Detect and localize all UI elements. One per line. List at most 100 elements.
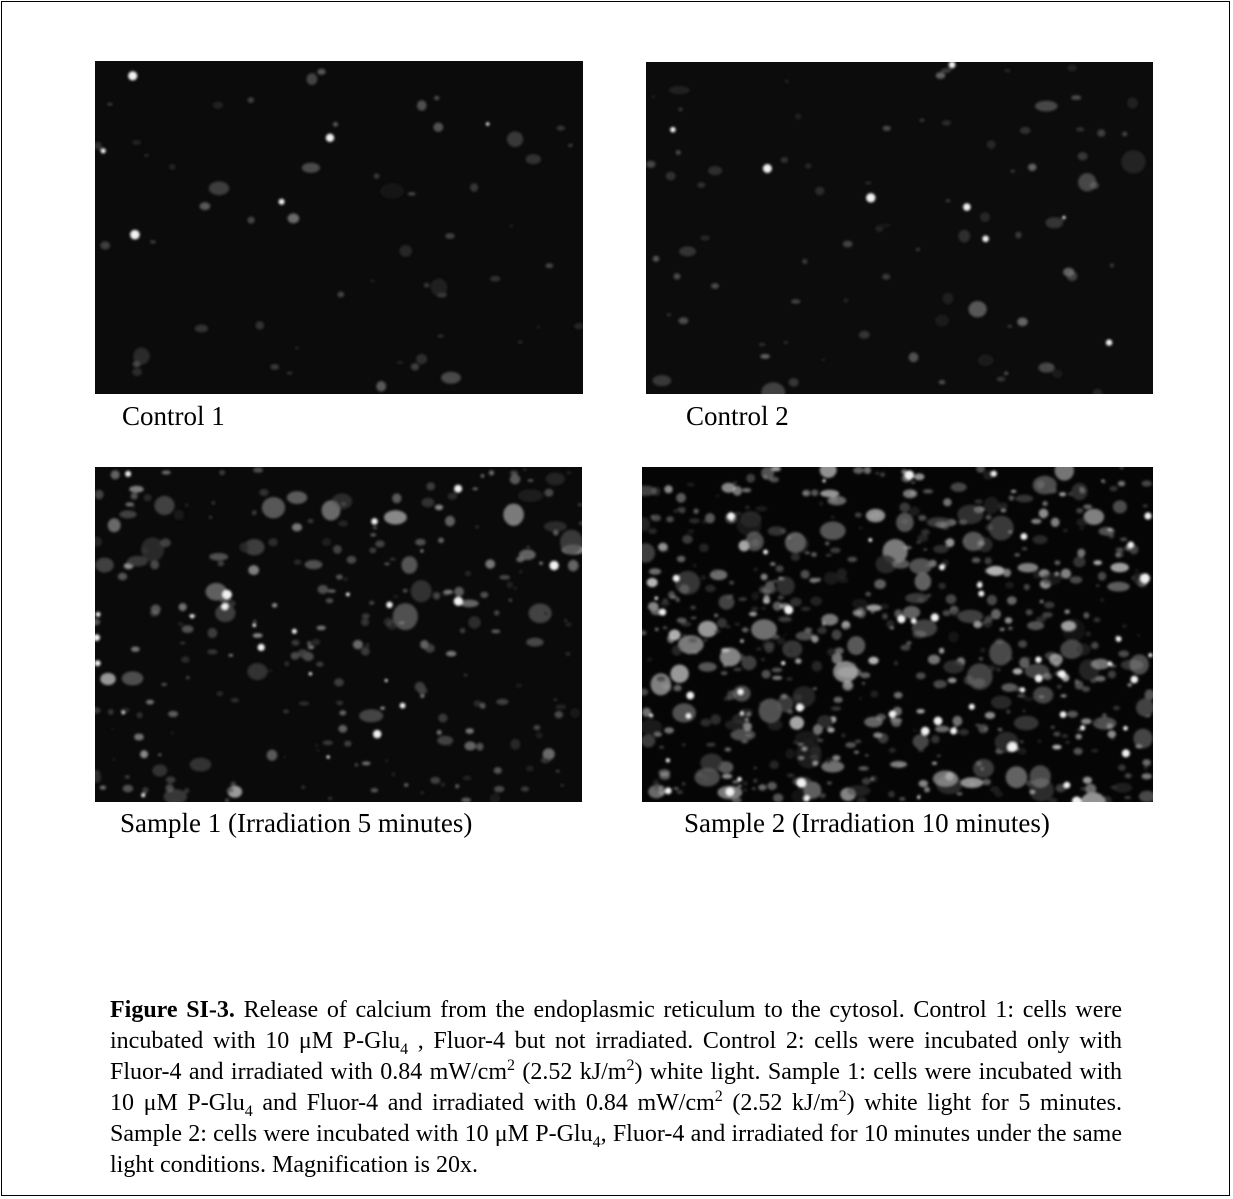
cell-spot: [968, 301, 987, 318]
cell-spot: [652, 255, 660, 262]
cell-spot: [1054, 560, 1061, 565]
cell-spot: [1111, 737, 1115, 741]
cell-spot: [1142, 759, 1151, 767]
cell-spot: [185, 676, 190, 680]
cell-spot: [125, 502, 135, 507]
cell-spot: [1106, 723, 1114, 730]
cell-spot: [1012, 668, 1023, 675]
bright-nucleus: [1140, 573, 1150, 584]
cell-spot: [334, 678, 344, 687]
cell-spot: [1107, 730, 1116, 739]
cell-spot: [957, 504, 984, 525]
cell-spot: [434, 95, 440, 101]
bright-nucleus: [1105, 339, 1113, 346]
cell-spot: [131, 646, 140, 652]
bright-nucleus: [121, 711, 125, 715]
cell-spot: [882, 613, 888, 620]
cell-spot: [741, 740, 749, 744]
cell-spot: [464, 741, 476, 751]
label-control-1: Control 1: [122, 401, 225, 431]
bright-nucleus: [1115, 636, 1122, 642]
cell-spot: [266, 749, 278, 761]
cell-spot: [424, 643, 435, 653]
cell-spot: [693, 508, 699, 514]
bright-nucleus: [649, 713, 654, 718]
cell-spot: [132, 368, 142, 377]
cell-spot: [753, 567, 758, 572]
cell-spot: [650, 673, 671, 696]
cell-spot: [856, 607, 866, 619]
cell-spot: [369, 547, 377, 554]
cell-spot: [780, 157, 789, 163]
cell-spot: [361, 761, 371, 766]
cell-spot: [886, 620, 895, 629]
cell-spot: [689, 518, 700, 524]
cell-spot: [1061, 734, 1068, 738]
cell-spot: [301, 785, 306, 790]
cell-spot: [827, 495, 847, 506]
cell-spot: [811, 635, 819, 643]
cell-spot: [775, 565, 784, 573]
cell-spot: [291, 523, 303, 532]
cell-spot: [780, 693, 788, 699]
cell-spot: [304, 560, 323, 570]
cell-spot: [724, 747, 732, 752]
cell-spot: [443, 589, 454, 595]
cell-spot: [769, 760, 779, 770]
cell-spot: [454, 586, 464, 597]
cell-spot: [668, 629, 681, 641]
cell-spot: [666, 313, 672, 317]
cell-spot: [670, 664, 689, 683]
cell-spot: [979, 212, 991, 223]
cell-spot: [931, 735, 940, 744]
cell-spot: [912, 729, 917, 732]
cell-spot: [316, 749, 320, 752]
cell-spot: [659, 745, 664, 749]
bright-nucleus: [95, 612, 101, 617]
cell-spot: [396, 361, 404, 365]
cell-spot: [862, 682, 865, 685]
cell-spot: [1091, 641, 1099, 650]
cell-spot: [910, 481, 916, 484]
cell-spot: [1122, 131, 1128, 137]
cell-spot: [360, 646, 370, 656]
caption-text: ) white light for 5 minutes. Sample 2: c…: [110, 1090, 1123, 1147]
cell-spot: [1008, 495, 1015, 501]
micrograph-control-1: [95, 61, 583, 394]
cell-spot: [434, 504, 444, 511]
cell-spot: [732, 780, 739, 784]
cell-spot: [293, 559, 302, 565]
cell-spot: [720, 671, 728, 675]
cell-spot: [916, 709, 925, 714]
cell-spot: [480, 591, 489, 598]
cell-spot: [1060, 694, 1067, 698]
cell-spot: [693, 651, 697, 654]
cell-spot: [1014, 553, 1021, 557]
cell-spot: [648, 528, 657, 534]
cell-spot: [776, 576, 795, 596]
cell-spot: [826, 648, 838, 656]
cell-spot: [725, 625, 731, 629]
bright-nucleus: [125, 470, 132, 477]
cell-spot: [868, 656, 879, 665]
cell-spot: [801, 746, 808, 751]
cell-spot: [678, 317, 689, 325]
cell-spot: [697, 182, 706, 188]
cell-spot: [438, 713, 448, 723]
bright-nucleus: [803, 795, 810, 802]
cell-spot: [1121, 150, 1146, 174]
bright-nucleus: [130, 229, 140, 240]
bright-nucleus: [781, 661, 786, 666]
cell-spot: [772, 579, 779, 583]
cell-spot: [769, 476, 779, 483]
cell-spot: [958, 229, 971, 243]
cell-spot: [464, 571, 471, 576]
micrograph-sample-1: [95, 467, 582, 802]
cell-spot: [1093, 720, 1100, 724]
cell-spot: [1010, 169, 1016, 173]
cell-spot: [421, 497, 435, 508]
cell-spot: [352, 639, 363, 650]
cell-spot: [870, 777, 874, 781]
cell-spot: [900, 644, 911, 651]
cell-spot: [676, 790, 683, 795]
